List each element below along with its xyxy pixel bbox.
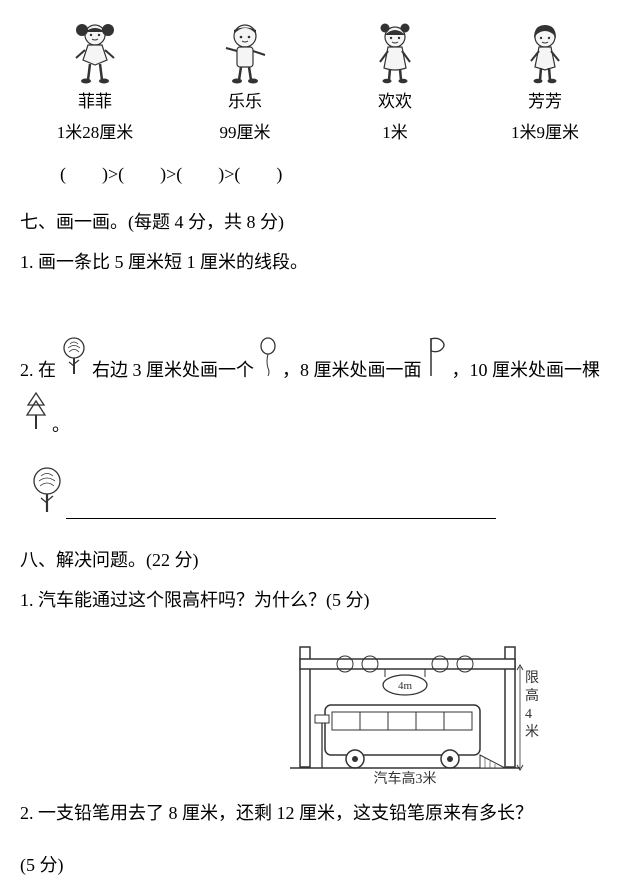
char-height: 1米28厘米 xyxy=(57,118,134,149)
character-feifei: 菲菲 1米28厘米 xyxy=(35,20,155,148)
char-height: 1米 xyxy=(382,118,408,149)
comparison-blanks: ( )>( )>( )>( ) xyxy=(60,158,620,190)
limit-text: 4 xyxy=(525,707,532,722)
section7-q2: 2. 在 右边 3 厘米处画一个 ，8 厘米处画一面 ，10 厘米处画 一棵 xyxy=(20,336,620,445)
flag-icon xyxy=(426,336,448,391)
baseline xyxy=(66,518,496,519)
tree-icon xyxy=(60,336,88,391)
q2-text-part: 右边 3 厘米处画一个 xyxy=(92,351,254,391)
girl-bob-icon xyxy=(520,20,570,85)
blank-space xyxy=(20,298,620,328)
q2-text-part: 。 xyxy=(52,406,70,446)
limit-text: 米 xyxy=(525,724,539,740)
char-name: 菲菲 xyxy=(78,87,112,118)
tree-start-icon xyxy=(30,466,64,524)
character-huanhuan: 欢欢 1米 xyxy=(335,20,455,148)
section8-header: 八、解决问题。(22 分) xyxy=(20,544,620,576)
girl-buns-icon xyxy=(370,20,420,85)
q2-text-part: 2. 在 xyxy=(20,351,56,391)
section7-q1: 1. 画一条比 5 厘米短 1 厘米的线段。 xyxy=(20,246,620,278)
section8-q2-line2: (5 分) xyxy=(20,849,620,881)
q2-text-part: ，10 厘米处画 xyxy=(452,351,565,391)
char-height: 1米9厘米 xyxy=(511,118,579,149)
tree-baseline-row xyxy=(30,466,620,524)
pine-tree-icon xyxy=(24,391,48,446)
char-name: 乐乐 xyxy=(228,87,262,118)
limit-text: 高 xyxy=(525,687,539,704)
girl-pigtails-icon xyxy=(68,20,123,85)
limit-text: 限 xyxy=(525,670,539,686)
gate-label: 4m xyxy=(398,680,413,692)
character-fangfang: 芳芳 1米9厘米 xyxy=(485,20,605,148)
section8-q1: 1. 汽车能通过这个限高杆吗？为什么？(5 分) xyxy=(20,584,620,616)
section8-q2-line1: 2. 一支铅笔用去了 8 厘米，还剩 12 厘米，这支铅笔原来有多长？ xyxy=(20,797,620,829)
balloon-icon xyxy=(258,336,278,391)
char-name: 芳芳 xyxy=(528,87,562,118)
q2-text-part: ，8 厘米处画一面 xyxy=(282,351,422,391)
char-height: 99厘米 xyxy=(220,118,271,149)
section7-header: 七、画一画。(每题 4 分，共 8 分) xyxy=(20,206,620,238)
char-name: 欢欢 xyxy=(378,87,412,118)
character-lele: 乐乐 99厘米 xyxy=(185,20,305,148)
characters-row: 菲菲 1米28厘米 乐乐 99厘米 xyxy=(20,20,620,148)
boy-icon xyxy=(218,20,273,85)
bus-height-label: 汽车高3米 xyxy=(374,770,437,787)
bus-gate-figure: 4m 限 高 4 米 汽车高3米 xyxy=(220,637,620,787)
q2-text-part: 一棵 xyxy=(564,351,600,391)
